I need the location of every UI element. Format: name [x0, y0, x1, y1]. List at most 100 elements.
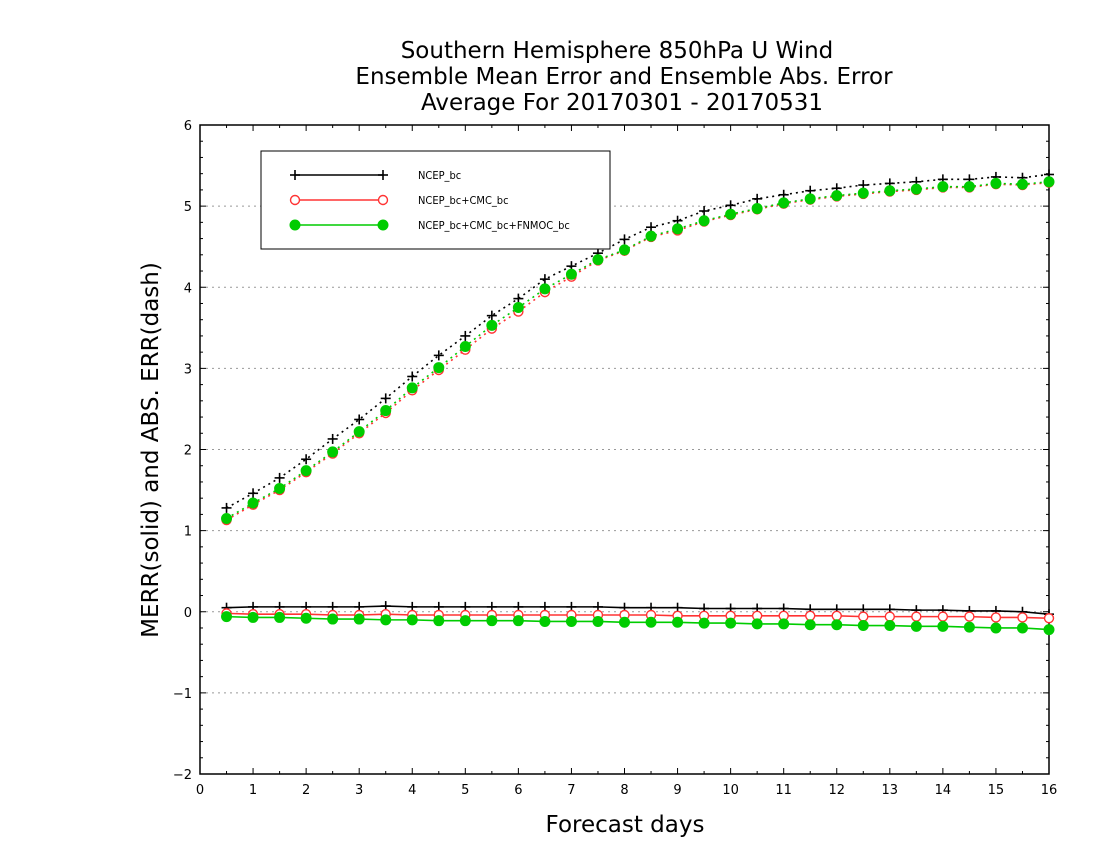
y-tick-label: −1	[173, 687, 192, 702]
merr-point	[300, 612, 312, 624]
abs-err-point	[221, 502, 232, 513]
legend-marker	[377, 219, 389, 231]
chart-title: Southern Hemisphere 850hPa U Wind Ensemb…	[355, 38, 893, 116]
x-tick-label: 13	[882, 783, 899, 798]
abs-err-point	[619, 244, 630, 256]
merr-point	[672, 616, 684, 628]
abs-err-point	[353, 426, 365, 438]
merr-point	[619, 616, 630, 628]
merr-point	[592, 615, 604, 627]
merr-point	[751, 618, 763, 630]
legend-marker	[377, 194, 389, 206]
abs-err-point	[751, 203, 763, 215]
legend: NCEP_bc NCEP_bc+CMC_bc NCEP_bc+CMC_bc+FNMO…	[260, 150, 611, 250]
series-0	[221, 169, 1054, 620]
merr-point	[990, 612, 1002, 623]
abs-err-point	[300, 465, 312, 477]
merr-point	[884, 620, 896, 632]
abs-err-point	[1016, 178, 1028, 190]
merr-point	[937, 611, 949, 622]
abs-err-point	[592, 254, 604, 266]
x-tick-label: 2	[302, 783, 310, 798]
legend-marker	[289, 194, 301, 206]
y-axis-ticks: −2 −1 0 1 2 3 4 5 6	[173, 119, 1049, 783]
abs-err-point	[407, 371, 418, 382]
x-tick-label: 4	[408, 783, 416, 798]
merr-point	[1017, 612, 1028, 623]
legend-label: NCEP_bc+CMC_bc+FNMOC_bc	[418, 219, 570, 232]
y-tick-label: 1	[184, 525, 192, 540]
merr-point	[353, 613, 365, 625]
merr-point	[247, 611, 259, 623]
merr-point	[459, 615, 471, 627]
abs-err-point	[354, 414, 365, 425]
x-tick-label: 6	[514, 783, 522, 798]
merr-point	[857, 620, 869, 632]
merr-point	[274, 611, 286, 623]
merr-point	[937, 620, 949, 632]
y-tick-label: 4	[184, 281, 192, 296]
abs-err-point	[1043, 176, 1055, 188]
y-tick-label: −2	[173, 768, 192, 783]
abs-err-point	[804, 193, 816, 205]
abs-err-point	[327, 433, 338, 444]
x-tick-label: 14	[935, 783, 952, 798]
merr-point	[964, 611, 975, 622]
merr-point	[380, 614, 392, 626]
abs-err-point	[221, 512, 233, 524]
title-line-1: Southern Hemisphere 850hPa U Wind	[401, 38, 834, 64]
abs-err-point	[699, 205, 710, 216]
merr-point	[433, 615, 445, 627]
x-tick-label: 1	[249, 783, 257, 798]
abs-err-point	[274, 482, 286, 494]
abs-err-point	[725, 200, 736, 211]
abs-err-point	[380, 393, 391, 404]
merr-point	[805, 610, 816, 622]
legend-marker	[378, 170, 388, 180]
y-axis-label: MERR(solid) and ABS. ERR(dash)	[138, 262, 164, 638]
merr-point	[990, 622, 1002, 634]
merr-point	[221, 611, 233, 623]
abs-err-point	[486, 310, 497, 321]
abs-err-point	[459, 340, 471, 352]
x-tick-label: 11	[775, 783, 792, 798]
abs-err-point	[619, 234, 630, 245]
merr-line	[226, 615, 1050, 631]
merr-point	[911, 611, 922, 622]
y-tick-label: 6	[184, 119, 192, 134]
title-line-2: Ensemble Mean Error and Ensemble Abs. Er…	[355, 64, 893, 90]
abs-err-point	[672, 223, 684, 235]
x-tick-label: 5	[461, 783, 469, 798]
merr-point	[645, 616, 657, 628]
x-tick-label: 0	[196, 783, 204, 798]
y-tick-label: 5	[184, 200, 192, 215]
abs-err-point	[274, 472, 285, 483]
abs-err-point	[963, 181, 975, 193]
merr-point	[486, 615, 498, 627]
x-tick-label: 8	[620, 783, 628, 798]
abs-err-point	[406, 382, 418, 394]
abs-err-point	[248, 488, 259, 499]
abs-err-point	[725, 208, 737, 220]
abs-err-point	[513, 293, 524, 304]
abs-err-point	[910, 183, 922, 195]
legend-item-0: NCEP_bc	[290, 169, 461, 182]
merr-point	[831, 610, 842, 622]
abs-err-point	[327, 446, 339, 458]
abs-err-point	[433, 362, 445, 374]
merr-point	[804, 619, 816, 631]
abs-err-point	[645, 230, 657, 242]
merr-point	[831, 619, 843, 631]
abs-err-point	[937, 181, 949, 193]
y-tick-label: 0	[184, 606, 192, 621]
abs-err-point	[884, 185, 896, 197]
abs-err-point	[857, 187, 869, 199]
abs-err-point	[301, 454, 312, 465]
x-tick-label: 9	[673, 783, 681, 798]
merr-line	[226, 605, 1050, 615]
legend-label: NCEP_bc+CMC_bc	[418, 194, 509, 207]
merr-point	[778, 618, 790, 630]
abs-err-point	[698, 215, 710, 227]
x-tick-label: 16	[1041, 783, 1058, 798]
y-tick-label: 3	[184, 362, 192, 377]
